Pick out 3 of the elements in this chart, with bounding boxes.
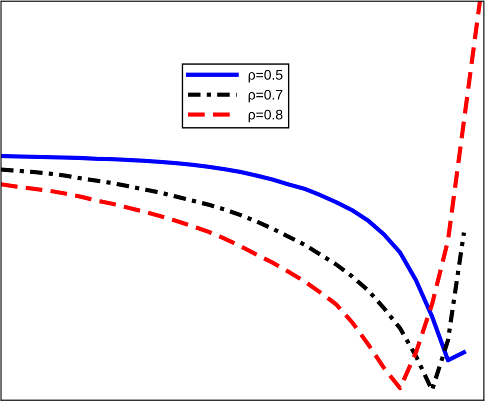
legend-label: ρ=0.7 (248, 90, 282, 102)
legend-label: ρ=0.8 (248, 110, 282, 122)
legend-label: ρ=0.5 (248, 70, 282, 83)
